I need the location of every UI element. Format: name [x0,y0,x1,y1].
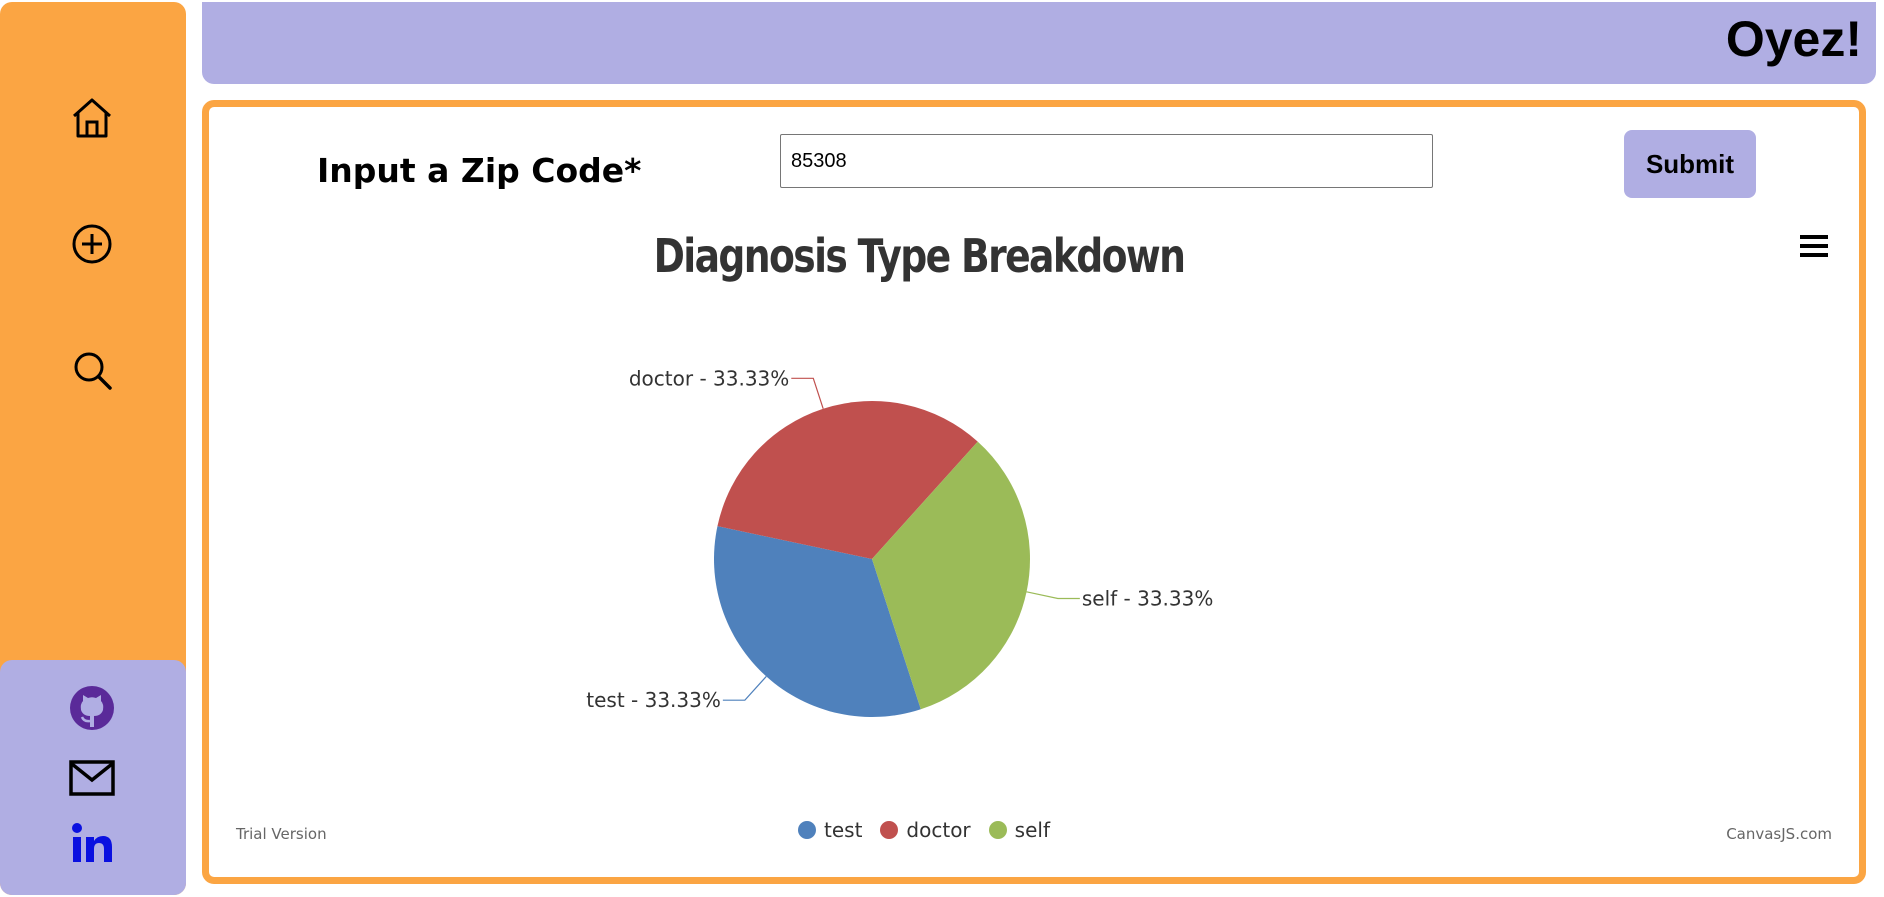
leader-line-doctor [791,377,824,409]
legend-label-test: test [824,818,863,842]
legend-label-doctor: doctor [906,818,971,842]
home-icon[interactable] [68,94,116,142]
legend-item-doctor[interactable]: doctor [880,818,971,842]
github-icon[interactable] [68,684,116,732]
pie-chart: test - 33.33% doctor - 33.33% self - 33.33… [586,366,1214,717]
pie-slice-test[interactable] [714,526,921,717]
sidebar-social-links [0,660,186,895]
leader-line-self [1026,591,1080,600]
legend-swatch-doctor [880,821,899,839]
add-circle-icon[interactable] [68,220,116,268]
slice-label-doctor: doctor - 33.33% [629,366,789,390]
chart-legend: test doctor self [99,818,1749,842]
main-panel: Input a Zip Code* Submit Diagnosis Type … [202,100,1866,884]
trial-version-text: Trial Version [236,825,327,843]
chart-title: Diagnosis Type Breakdown [653,229,1186,283]
linkedin-icon[interactable] [68,820,116,868]
pie-slice-self[interactable] [872,441,1030,710]
legend-item-test[interactable]: test [798,818,862,842]
sidebar [0,2,186,895]
leader-line-test [722,676,767,701]
hamburger-menu-icon[interactable] [1800,234,1828,258]
app-title: Oyez! [1725,11,1862,67]
zip-code-input[interactable] [780,134,1433,188]
legend-item-self[interactable]: self [988,818,1050,842]
zip-code-label: Input a Zip Code* [317,151,642,190]
submit-button[interactable]: Submit [1624,130,1756,198]
slice-label-test: test - 33.33% [586,688,721,712]
slice-label-self: self - 33.33% [1082,587,1214,611]
legend-swatch-self [988,821,1007,839]
mail-icon[interactable] [68,754,116,802]
legend-label-self: self [1014,818,1050,842]
header-bar: Oyez! [202,2,1876,84]
canvasjs-credit-link[interactable]: CanvasJS.com [1726,825,1832,843]
search-icon[interactable] [68,346,116,394]
pie-slice-doctor[interactable] [717,400,978,559]
legend-swatch-test [798,821,816,839]
